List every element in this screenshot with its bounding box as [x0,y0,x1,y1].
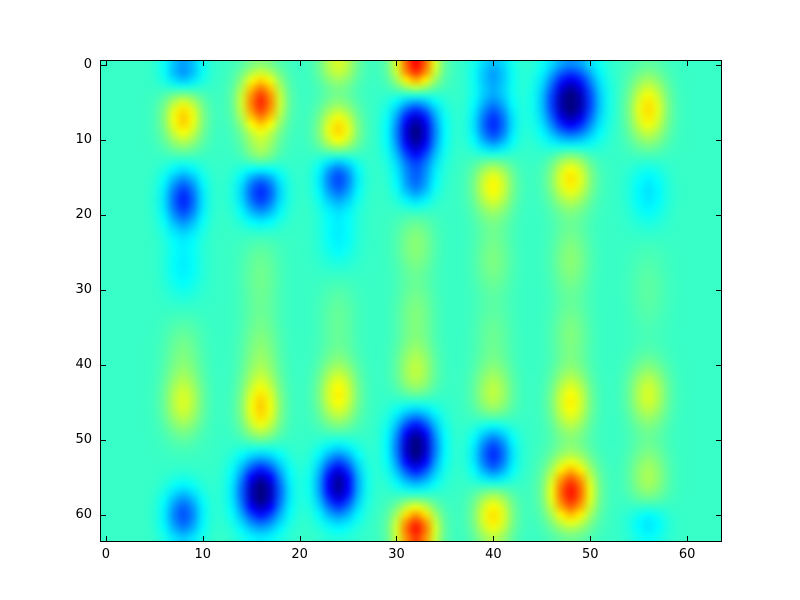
x-tick-mark [202,61,204,66]
x-tick-label: 30 [388,547,405,562]
x-tick-mark [105,536,107,541]
heatmap-image [101,61,721,541]
x-tick-mark [299,536,301,541]
y-tick-mark [716,64,721,66]
y-tick-mark [716,139,721,141]
y-tick-mark [716,364,721,366]
x-tick-mark [202,536,204,541]
y-tick-label: 40 [75,356,92,372]
x-tick-mark [687,61,689,66]
x-tick-label: 50 [581,547,599,562]
y-tick-mark [101,214,106,216]
x-tick-mark [687,536,689,541]
x-tick-label: 60 [678,547,696,562]
y-tick-label: 30 [75,281,92,297]
y-tick-mark [101,514,106,516]
x-tick-mark [396,61,398,66]
y-tick-mark [101,364,106,366]
plot-area [100,60,722,542]
x-tick-mark [493,61,495,66]
y-tick-mark [716,514,721,516]
y-tick-mark [716,289,721,291]
y-tick-mark [101,439,106,441]
y-tick-mark [101,289,106,291]
y-tick-label: 20 [75,206,92,222]
y-tick-label: 10 [75,131,92,147]
x-tick-mark [590,536,592,541]
y-tick-label: 60 [75,506,92,522]
y-tick-mark [716,214,721,216]
y-tick-mark [101,64,106,66]
x-tick-label: 20 [291,547,308,562]
y-tick-label: 0 [83,56,92,72]
y-tick-mark [716,439,721,441]
x-tick-mark [493,536,495,541]
x-tick-mark [105,61,107,66]
x-tick-label: 40 [485,547,502,562]
x-tick-mark [299,61,301,66]
y-tick-label: 50 [75,431,92,447]
x-tick-label: 0 [101,547,110,562]
x-tick-label: 10 [194,547,211,562]
y-tick-mark [101,139,106,141]
x-tick-mark [396,536,398,541]
x-tick-mark [590,61,592,66]
